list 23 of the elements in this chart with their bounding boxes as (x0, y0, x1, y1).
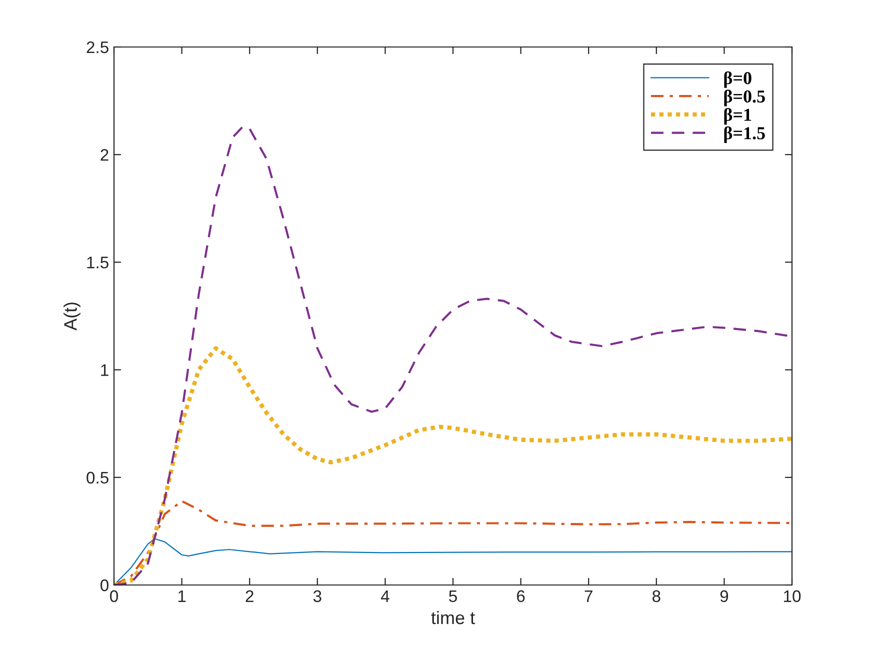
x-axis-title: time t (431, 610, 475, 624)
y-axis-title: A(t) (64, 302, 80, 331)
x-tick-label: 3 (313, 590, 322, 602)
x-tick-label: 6 (517, 590, 525, 602)
x-tick-label: 8 (652, 590, 660, 602)
x-tick-label: 4 (380, 590, 390, 602)
y-tick-label: 2.5 (86, 41, 108, 54)
x-tick-label: 9 (720, 590, 728, 602)
legend-label: β=0.5 (724, 90, 765, 106)
x-tick-label: 2 (246, 590, 254, 602)
y-tick-label: 0 (100, 579, 108, 592)
y-tick-label: 1.5 (87, 256, 108, 268)
x-tick-label: 5 (449, 590, 457, 602)
x-tick-label: 0 (110, 590, 118, 602)
y-tick-label: 2 (100, 149, 108, 161)
x-tick-label: 10 (784, 590, 801, 602)
legend-label: β=1 (724, 108, 752, 125)
y-tick-label: 0.5 (86, 472, 108, 484)
y-tick-label: 1 (101, 364, 108, 376)
legend-label: β=1.5 (724, 126, 765, 143)
legend-label: β=0 (724, 71, 752, 88)
x-tick-label: 7 (584, 590, 592, 602)
x-tick-label: 1 (178, 590, 186, 602)
